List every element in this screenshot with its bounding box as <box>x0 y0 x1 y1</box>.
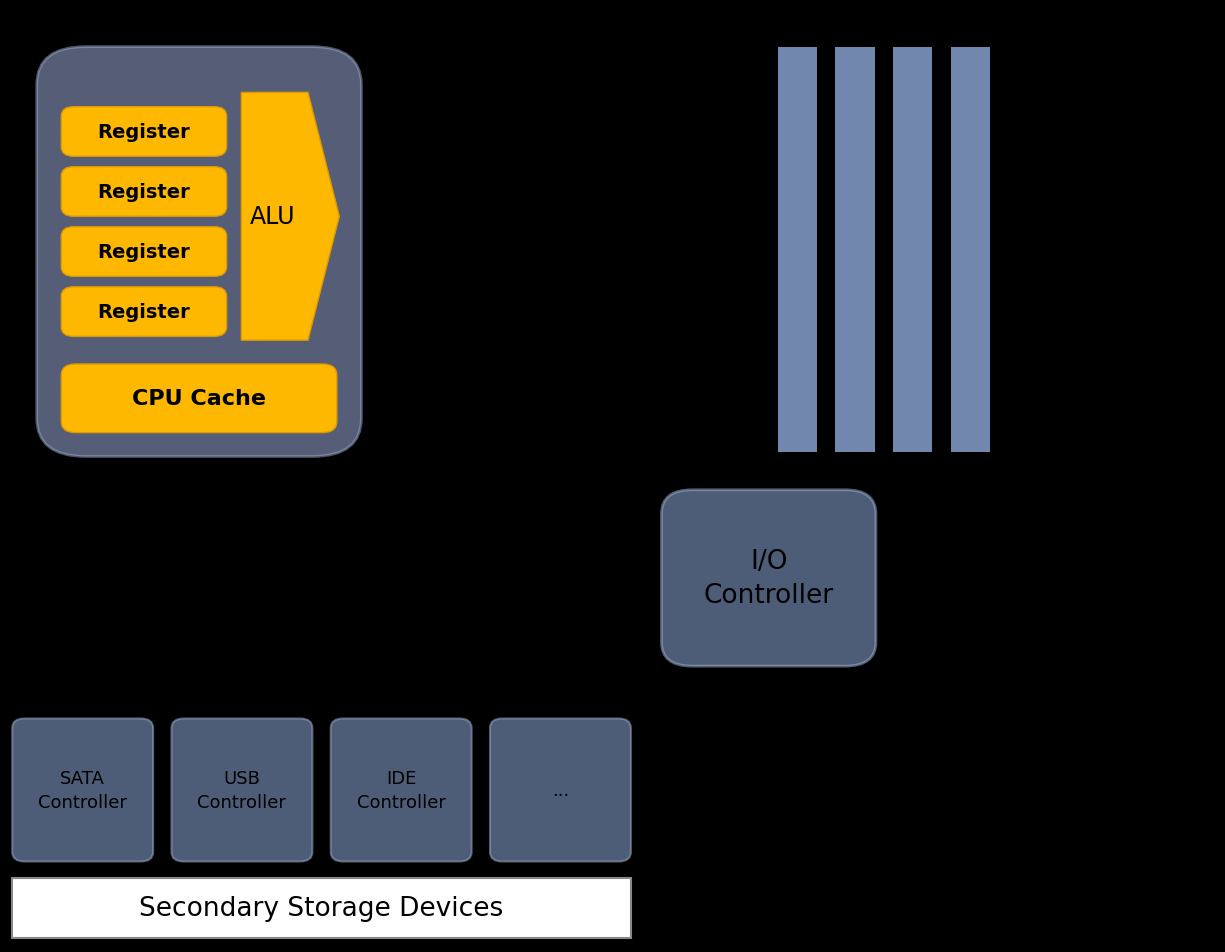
FancyBboxPatch shape <box>61 288 227 337</box>
FancyBboxPatch shape <box>778 48 817 452</box>
FancyBboxPatch shape <box>893 48 932 452</box>
FancyBboxPatch shape <box>490 719 631 862</box>
Text: Register: Register <box>98 123 190 142</box>
Text: USB
Controller: USB Controller <box>197 769 287 811</box>
FancyBboxPatch shape <box>37 48 361 457</box>
FancyBboxPatch shape <box>12 878 631 938</box>
Text: Register: Register <box>98 243 190 262</box>
Text: Register: Register <box>98 183 190 202</box>
FancyBboxPatch shape <box>662 490 876 666</box>
Text: I/O
Controller: I/O Controller <box>703 548 834 608</box>
FancyBboxPatch shape <box>331 719 472 862</box>
Text: SATA
Controller: SATA Controller <box>38 769 127 811</box>
FancyBboxPatch shape <box>172 719 312 862</box>
Polygon shape <box>241 93 339 341</box>
Text: Register: Register <box>98 303 190 322</box>
FancyBboxPatch shape <box>951 48 990 452</box>
FancyBboxPatch shape <box>61 168 227 217</box>
FancyBboxPatch shape <box>12 719 153 862</box>
Text: ...: ... <box>551 782 570 799</box>
FancyBboxPatch shape <box>835 48 875 452</box>
Text: CPU Cache: CPU Cache <box>132 389 266 408</box>
Text: Secondary Storage Devices: Secondary Storage Devices <box>140 895 503 921</box>
Text: IDE
Controller: IDE Controller <box>356 769 446 811</box>
Text: ALU: ALU <box>250 205 295 229</box>
FancyBboxPatch shape <box>61 228 227 277</box>
FancyBboxPatch shape <box>61 108 227 157</box>
FancyBboxPatch shape <box>61 365 337 433</box>
